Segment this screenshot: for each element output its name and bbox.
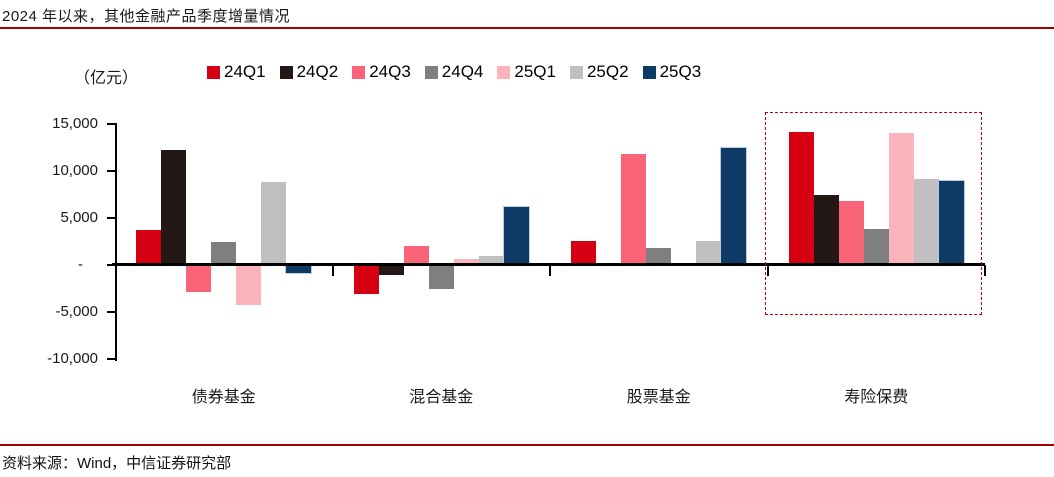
bar-债券基金-24q3	[186, 265, 212, 293]
category-label-债券基金: 债券基金	[191, 389, 256, 406]
chart-legend: 24Q1 24Q2 24Q3 24Q4 25Q1 25Q2 25Q3	[207, 62, 701, 82]
category-label-股票基金: 股票基金	[626, 389, 691, 406]
y-axis-tick-label: -	[78, 256, 83, 273]
legend-swatch-icon	[352, 65, 366, 79]
category-label-寿险保费: 寿险保费	[844, 389, 909, 406]
y-axis-tick	[107, 217, 117, 219]
chart-title: 2024 年以来，其他金融产品季度增量情况	[2, 8, 291, 25]
bar-债券基金-24q1	[136, 230, 162, 265]
bar-混合基金-24q1	[353, 265, 379, 295]
legend-label: 25Q1	[514, 62, 556, 81]
source-note: 资料来源：Wind，中信证券研究部	[2, 455, 232, 472]
bar-混合基金-24q4	[428, 265, 454, 289]
legend-label: 24Q3	[369, 62, 411, 81]
y-axis-tick-label: -5,000	[55, 303, 98, 320]
bar-债券基金-25q1	[236, 265, 262, 306]
y-axis-line	[115, 124, 117, 361]
y-axis-tick	[107, 123, 117, 125]
legend-item-25q3: 25Q3	[642, 62, 702, 82]
title-underline-rule	[0, 27, 1054, 29]
bar-股票基金-24q1	[571, 240, 597, 265]
legend-swatch-icon	[642, 65, 656, 79]
bar-混合基金-25q2	[478, 255, 504, 265]
legend-swatch-icon	[279, 65, 293, 79]
bar-寿险保费-24q2	[813, 194, 839, 265]
bar-债券基金-24q4	[211, 241, 237, 265]
bar-股票基金-24q4	[646, 248, 672, 265]
bar-寿险保费-25q1	[888, 133, 914, 265]
legend-label: 25Q2	[586, 62, 629, 81]
legend-item-25q2: 25Q2	[569, 62, 629, 82]
x-axis-tick	[331, 265, 334, 276]
legend-label: 24Q1	[224, 62, 266, 81]
bar-混合基金-25q3	[503, 206, 529, 265]
legend-swatch-icon	[424, 65, 438, 79]
legend-item-24q1: 24Q1	[207, 62, 266, 82]
legend-label: 24Q4	[441, 62, 484, 81]
bar-寿险保费-24q1	[788, 132, 814, 265]
legend-swatch-icon	[207, 65, 220, 79]
y-axis-tick	[107, 358, 117, 360]
bar-债券基金-25q3	[286, 265, 312, 274]
bar-寿险保费-25q2	[913, 179, 939, 265]
y-axis-tick-label: 10,000	[52, 162, 98, 179]
bar-混合基金-24q2	[378, 265, 404, 276]
legend-item-24q3: 24Q3	[352, 62, 411, 82]
x-axis-tick	[766, 265, 769, 276]
x-axis-baseline	[112, 263, 985, 266]
bar-债券基金-24q2	[161, 150, 187, 265]
legend-swatch-icon	[569, 65, 583, 79]
legend-label: 25Q3	[659, 62, 702, 81]
bar-寿险保费-24q3	[838, 201, 864, 265]
legend-item-24q2: 24Q2	[279, 62, 339, 82]
bar-混合基金-25q1	[453, 259, 479, 265]
y-axis-tick	[107, 170, 117, 172]
y-axis-tick-label: -10,000	[47, 350, 98, 367]
y-axis-tick-label: 15,000	[52, 115, 98, 132]
bar-寿险保费-25q3	[938, 181, 964, 265]
y-axis-unit-label: （亿元）	[74, 70, 139, 87]
y-axis-tick	[107, 311, 117, 313]
bar-股票基金-24q3	[621, 154, 647, 265]
footer-rule	[0, 444, 1054, 446]
category-label-混合基金: 混合基金	[409, 389, 474, 406]
legend-item-25q1: 25Q1	[497, 62, 556, 82]
bar-股票基金-25q3	[721, 148, 747, 265]
bar-混合基金-24q3	[403, 246, 429, 265]
bar-股票基金-25q2	[696, 240, 722, 265]
bar-债券基金-25q2	[261, 182, 287, 265]
highlight-box-寿险保费	[765, 112, 982, 315]
y-axis-tick-label: 5,000	[60, 209, 98, 226]
x-axis-tick	[549, 265, 551, 276]
legend-label: 24Q2	[296, 62, 339, 81]
x-axis-tick	[984, 265, 986, 276]
legend-item-24q4: 24Q4	[424, 62, 484, 82]
bar-寿险保费-24q4	[863, 229, 889, 265]
legend-swatch-icon	[497, 65, 511, 79]
